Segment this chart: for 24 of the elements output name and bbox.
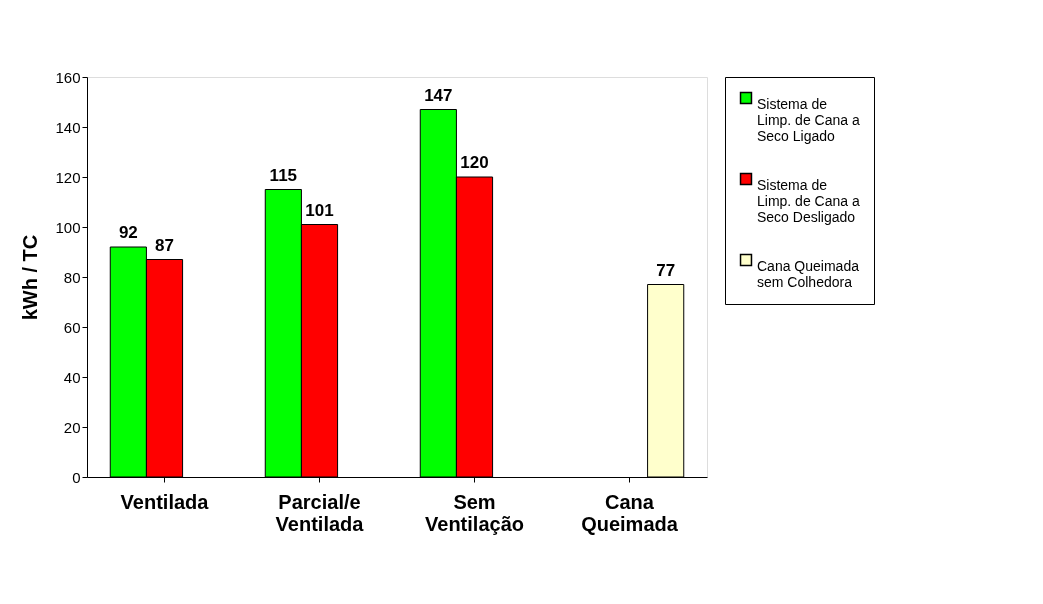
data-label: 147	[424, 85, 453, 105]
y-axis-title: kWh / TC	[19, 234, 42, 321]
x-tick-label: Cana Queimada	[581, 490, 679, 535]
y-tick-label: 0	[72, 468, 81, 486]
y-tick-label: 60	[63, 318, 81, 336]
legend-label: Cana Queimada sem Colhedora	[757, 258, 860, 290]
data-label: 101	[305, 200, 334, 220]
y-tick-label: 100	[55, 218, 81, 236]
data-label: 92	[118, 223, 138, 242]
data-label: 77	[656, 260, 676, 280]
data-label: 120	[460, 153, 489, 172]
x-tick-label: Sem Ventilação	[425, 490, 524, 535]
y-tick-label: 140	[55, 118, 81, 136]
y-tick-label: 160	[55, 68, 81, 86]
y-tick-label: 20	[63, 418, 81, 436]
x-tick-label: Ventilada	[120, 490, 210, 513]
data-label: 87	[155, 235, 174, 255]
legend-label: Sistema de Limp. de Cana a Seco Desligado	[757, 177, 860, 225]
data-label: 115	[269, 165, 298, 185]
x-tick-label: Parcial/e Ventilada	[275, 490, 365, 535]
y-tick-label: 40	[63, 368, 81, 386]
y-tick-label: 80	[63, 268, 81, 286]
legend-label: Sistema de Limp. de Cana a Seco Ligado	[757, 96, 860, 144]
y-tick-label: 120	[55, 168, 81, 186]
